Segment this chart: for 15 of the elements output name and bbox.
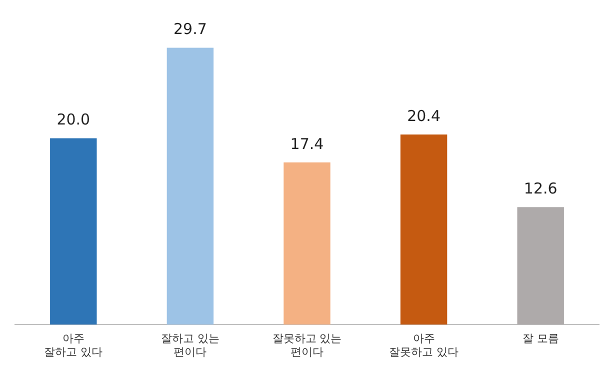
x-tick-label: 잘하고 있는 편이다 [160, 332, 220, 358]
data-label: 20.0 [56, 110, 90, 129]
data-label: 17.4 [290, 134, 324, 153]
bar [517, 207, 564, 325]
data-label: 20.4 [407, 106, 441, 125]
x-tick-label: 아주 잘하고 있다 [44, 332, 103, 358]
bar [166, 48, 214, 325]
bar [400, 134, 448, 325]
x-tick-label: 아주 잘못하고 있다 [389, 332, 459, 358]
data-label: 29.7 [173, 20, 207, 38]
x-tick-label: 잘못하고 있는 편이다 [272, 332, 342, 358]
bar [50, 138, 97, 325]
bar [284, 162, 330, 325]
x-tick-label: 잘 모름 [522, 332, 559, 346]
data-label: 12.6 [524, 180, 558, 198]
